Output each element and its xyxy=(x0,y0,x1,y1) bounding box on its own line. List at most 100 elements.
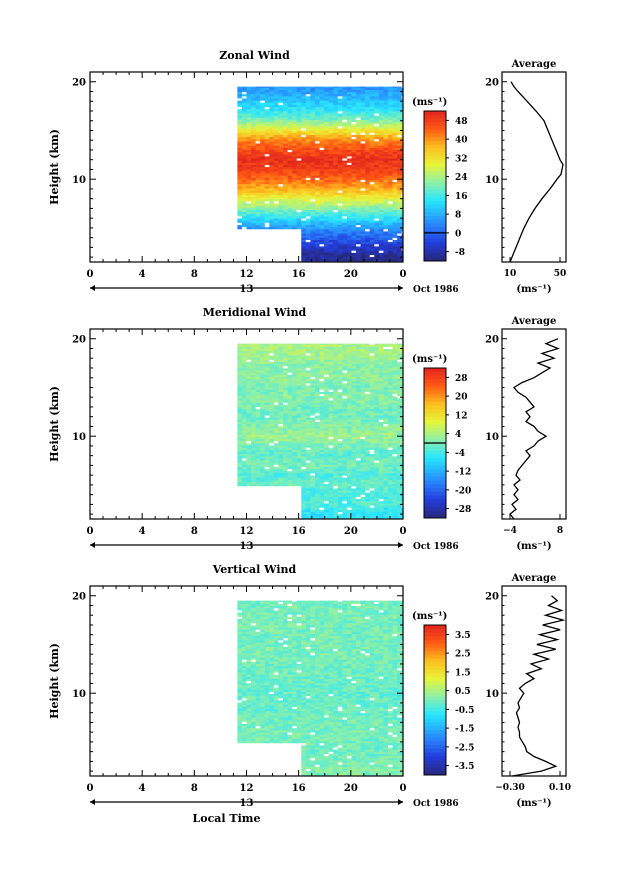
heatmap-cell xyxy=(305,357,311,360)
heatmap-cell xyxy=(351,423,357,427)
heatmap-cell xyxy=(255,357,261,360)
heatmap-cell xyxy=(378,125,384,129)
heatmap-cell xyxy=(260,451,266,455)
heatmap-cell xyxy=(283,382,288,386)
heatmap-cell xyxy=(251,434,257,437)
heatmap-cell xyxy=(342,400,348,403)
heatmap-cell xyxy=(251,104,257,108)
heatmap-cell xyxy=(374,155,380,159)
heatmap-cell xyxy=(392,134,398,138)
heatmap-cell xyxy=(273,177,279,180)
heatmap-cell xyxy=(305,470,311,474)
heatmap-cell xyxy=(296,93,302,97)
heatmap-cell xyxy=(287,370,293,373)
heatmap-cell xyxy=(273,213,279,217)
heatmap-cell xyxy=(351,500,357,504)
heatmap-cell xyxy=(251,460,257,463)
heatmap-cell xyxy=(333,153,339,157)
heatmap-cell xyxy=(324,408,330,412)
heatmap-cell xyxy=(314,370,320,373)
heatmap-cell xyxy=(388,89,393,93)
heatmap-cell xyxy=(346,479,352,482)
heatmap-cell xyxy=(264,220,270,223)
heatmap-cell xyxy=(351,138,357,142)
heatmap-cell xyxy=(346,121,352,125)
heatmap-cell xyxy=(337,391,343,395)
heatmap-cell xyxy=(260,160,266,163)
heatmap-cell xyxy=(310,110,316,114)
heatmap-cell xyxy=(314,140,320,144)
heatmap-cell xyxy=(287,138,293,142)
heatmap-cell xyxy=(360,151,366,155)
heatmap-cell xyxy=(328,430,334,433)
heatmap-cell xyxy=(287,419,293,422)
heatmap-cell xyxy=(324,205,330,208)
heatmap-cell xyxy=(328,218,334,221)
heatmap-cell xyxy=(237,406,243,410)
heatmap-cell xyxy=(346,458,352,461)
heatmap-cell xyxy=(397,117,403,120)
heatmap-cell xyxy=(337,365,343,369)
heatmap-cell xyxy=(365,233,371,236)
heatmap-cell xyxy=(397,254,403,258)
heatmap-cell xyxy=(333,430,339,433)
heatmap-cell xyxy=(346,494,352,497)
heatmap-cell xyxy=(346,108,352,112)
heatmap-cell xyxy=(260,128,266,131)
heatmap-cell xyxy=(305,177,311,180)
heatmap-cell xyxy=(314,113,320,116)
heatmap-cell xyxy=(328,110,334,114)
heatmap-cell xyxy=(351,455,357,459)
heatmap-cell xyxy=(314,237,320,240)
heatmap-cell xyxy=(374,218,380,221)
heatmap-cell xyxy=(246,477,252,480)
heatmap-cell xyxy=(310,477,316,480)
heatmap-cell xyxy=(255,453,261,457)
heatmap-cell xyxy=(301,160,307,163)
heatmap-cell xyxy=(278,222,284,225)
heatmap-cell xyxy=(351,440,357,444)
heatmap-cell xyxy=(237,136,243,140)
heatmap-cell xyxy=(314,421,320,425)
heatmap-cell xyxy=(264,479,270,482)
heatmap-cell xyxy=(246,160,252,163)
heatmap-cell xyxy=(241,190,247,193)
heatmap-cell xyxy=(269,211,275,215)
heatmap-cell xyxy=(397,134,403,138)
heatmap-cell xyxy=(269,412,275,416)
heatmap-cell xyxy=(360,196,366,200)
heatmap-cell xyxy=(264,168,270,172)
heatmap-cell xyxy=(310,235,316,238)
heatmap-cell xyxy=(319,246,325,249)
heatmap-cell xyxy=(273,404,279,407)
heatmap-cell xyxy=(301,256,307,260)
heatmap-cell xyxy=(283,434,288,437)
heatmap-cell xyxy=(287,168,293,172)
heatmap-cell xyxy=(305,372,311,375)
heatmap-cell xyxy=(246,346,252,350)
heatmap-cell xyxy=(305,252,311,255)
heatmap-cell xyxy=(388,196,393,200)
heatmap-cell xyxy=(378,250,384,253)
heatmap-cell xyxy=(237,412,243,416)
heatmap-cell xyxy=(397,151,403,155)
heatmap-cell xyxy=(273,100,279,103)
heatmap-cell xyxy=(255,168,261,172)
heatmap-cell xyxy=(292,417,298,420)
heatmap-cell xyxy=(337,475,343,478)
heatmap-cell xyxy=(319,183,325,187)
heatmap-cell xyxy=(369,237,375,240)
heatmap-cell xyxy=(383,226,389,230)
heatmap-cell xyxy=(369,121,375,125)
heatmap-cell xyxy=(333,503,339,506)
heatmap-cell xyxy=(365,138,371,142)
heatmap-cell xyxy=(237,404,243,407)
heatmap-cell xyxy=(292,168,298,172)
heatmap-cell xyxy=(301,438,307,442)
heatmap-cell xyxy=(255,410,261,414)
heatmap-cell xyxy=(342,406,348,410)
x-tick-label: 8 xyxy=(191,269,198,280)
heatmap-cell xyxy=(324,168,330,172)
heatmap-cell xyxy=(287,121,293,125)
heatmap-cell xyxy=(351,412,357,416)
